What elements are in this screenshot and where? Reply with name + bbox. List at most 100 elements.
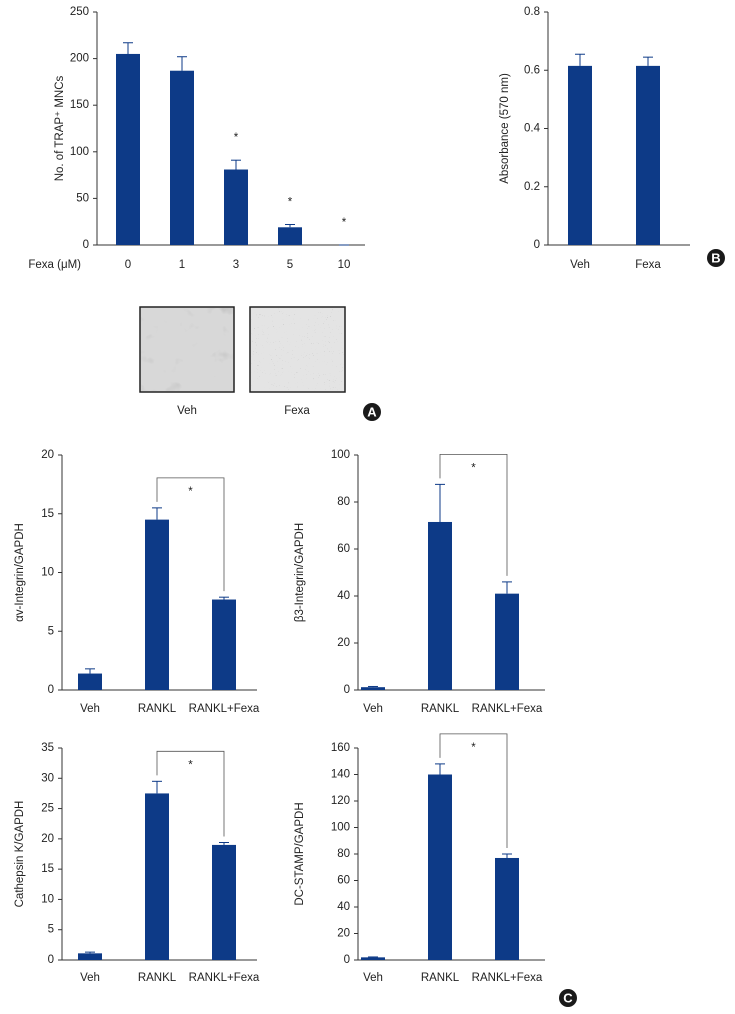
- bar: [361, 687, 385, 690]
- y-tick-label: 0.6: [524, 64, 540, 76]
- y-tick-label: 60: [337, 543, 350, 555]
- bar: [116, 53, 140, 245]
- y-tick-label: 0: [344, 684, 350, 696]
- y-tick-label: 200: [70, 53, 89, 65]
- y-axis-label: DC-STAMP/GAPDH: [294, 802, 306, 905]
- x-axis-label: Fexa (μM): [28, 259, 81, 271]
- y-tick-label: 160: [331, 742, 350, 754]
- y-tick-label: 20: [337, 928, 350, 940]
- x-tick-label: Fexa: [635, 259, 661, 271]
- y-axis-label: αv-Integrin/GAPDH: [14, 523, 26, 622]
- significance-star: *: [342, 217, 347, 229]
- y-tick-label: 30: [41, 772, 54, 784]
- y-tick-label: 10: [41, 893, 54, 905]
- x-tick-label: 0: [125, 259, 131, 271]
- bar: [170, 70, 194, 245]
- bar: [361, 957, 385, 960]
- y-tick-label: 0: [48, 684, 54, 696]
- x-tick-label: RANKL+Fexa: [472, 703, 543, 715]
- panel-label: C: [563, 990, 573, 1005]
- significance-star: *: [471, 742, 476, 754]
- significance-star: *: [288, 197, 293, 209]
- y-tick-label: 120: [331, 795, 350, 807]
- bar: [224, 169, 248, 245]
- x-tick-label: RANKL+Fexa: [189, 972, 260, 984]
- x-tick-label: Veh: [363, 972, 383, 984]
- y-tick-label: 100: [331, 822, 350, 834]
- y-axis-label: No. of TRAP⁺ MNCs: [54, 75, 66, 181]
- bar: [78, 953, 102, 960]
- significance-star: *: [188, 486, 193, 498]
- bar: [428, 521, 452, 690]
- y-axis-label: Cathepsin K/GAPDH: [14, 801, 26, 908]
- y-tick-label: 0.2: [524, 181, 540, 193]
- y-tick-label: 0: [534, 239, 540, 251]
- comparison-bracket: [156, 750, 225, 837]
- x-tick-label: 3: [233, 259, 239, 271]
- x-tick-label: Veh: [363, 703, 383, 715]
- y-tick-label: 140: [331, 769, 350, 781]
- bar: [145, 793, 169, 960]
- x-tick-label: RANKL: [138, 703, 177, 715]
- y-tick-label: 0: [344, 954, 350, 966]
- bar: [78, 673, 102, 690]
- y-tick-label: 0: [48, 954, 54, 966]
- comparison-bracket: [439, 453, 508, 576]
- y-tick-label: 100: [331, 449, 350, 461]
- y-tick-label: 150: [70, 99, 89, 111]
- image-label: Fexa: [284, 405, 310, 417]
- panel-badge: [707, 249, 725, 267]
- y-tick-label: 0: [83, 239, 89, 251]
- y-tick-label: 35: [41, 742, 54, 754]
- y-tick-label: 5: [48, 924, 54, 936]
- panel-label: B: [711, 250, 720, 265]
- panel-badge: [363, 403, 381, 421]
- micrograph-veh: [139, 306, 235, 393]
- x-tick-label: RANKL: [421, 703, 460, 715]
- y-tick-label: 0.8: [524, 6, 540, 18]
- panel-badge: [559, 989, 577, 1007]
- y-tick-label: 20: [337, 637, 350, 649]
- y-tick-label: 20: [41, 833, 54, 845]
- x-tick-label: 1: [179, 259, 185, 271]
- panel-label: A: [367, 404, 377, 419]
- x-tick-label: Veh: [570, 259, 590, 271]
- y-tick-label: 50: [76, 192, 89, 204]
- y-axis-label: β3-Integrin/GAPDH: [294, 523, 306, 622]
- bar: [212, 599, 236, 690]
- y-tick-label: 250: [70, 6, 89, 18]
- bar: [145, 519, 169, 690]
- bar: [428, 774, 452, 960]
- x-tick-label: Veh: [80, 972, 100, 984]
- y-axis-label: Absorbance (570 nm): [499, 73, 511, 184]
- x-tick-label: RANKL+Fexa: [472, 972, 543, 984]
- bar: [568, 65, 592, 245]
- y-tick-label: 40: [337, 590, 350, 602]
- y-tick-label: 80: [337, 848, 350, 860]
- y-tick-label: 25: [41, 803, 54, 815]
- micrograph-fexa: [249, 306, 346, 393]
- y-tick-label: 40: [337, 901, 350, 913]
- y-tick-label: 80: [337, 496, 350, 508]
- significance-star: *: [471, 462, 476, 474]
- y-tick-label: 0.4: [524, 123, 541, 135]
- x-tick-label: RANKL+Fexa: [189, 703, 260, 715]
- bar: [495, 593, 519, 690]
- y-tick-label: 20: [41, 449, 54, 461]
- x-tick-label: RANKL: [138, 972, 177, 984]
- y-tick-label: 10: [41, 567, 54, 579]
- y-tick-label: 60: [337, 875, 350, 887]
- bar: [495, 857, 519, 960]
- bar: [636, 65, 660, 245]
- significance-star: *: [234, 132, 239, 144]
- x-tick-label: 5: [287, 259, 293, 271]
- bar: [212, 844, 236, 960]
- y-tick-label: 100: [70, 146, 89, 158]
- x-tick-label: Veh: [80, 703, 100, 715]
- y-tick-label: 15: [41, 508, 54, 520]
- significance-star: *: [188, 759, 193, 771]
- x-tick-label: 10: [338, 259, 351, 271]
- x-tick-label: RANKL: [421, 972, 460, 984]
- y-tick-label: 15: [41, 863, 54, 875]
